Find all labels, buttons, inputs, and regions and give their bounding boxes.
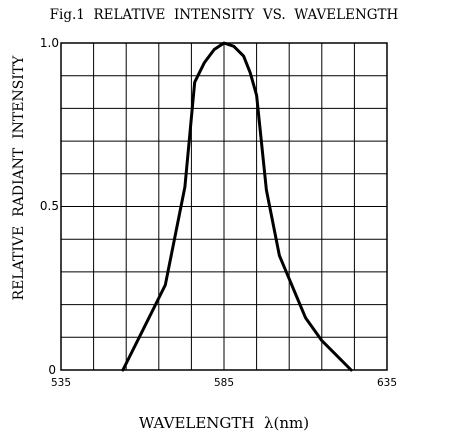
x-axis-label: WAVELENGTH λ(nm) [139, 414, 309, 432]
x-tick-label-585: 585 [214, 377, 234, 389]
series-line [121, 41, 353, 372]
y-tick-label-1: 1.0 [40, 36, 59, 50]
x-tick-label-535: 535 [51, 377, 71, 389]
grid [61, 43, 387, 370]
y-tick-label-0: 0 [48, 363, 56, 377]
y-tick-label-05: 0.5 [40, 199, 59, 213]
x-tick-label-635: 635 [377, 377, 397, 389]
y-axis-label: RELATIVE RADIANT INTENSITY [11, 55, 27, 301]
chart-title: Fig.1 RELATIVE INTENSITY VS. WAVELENGTH [50, 7, 399, 23]
